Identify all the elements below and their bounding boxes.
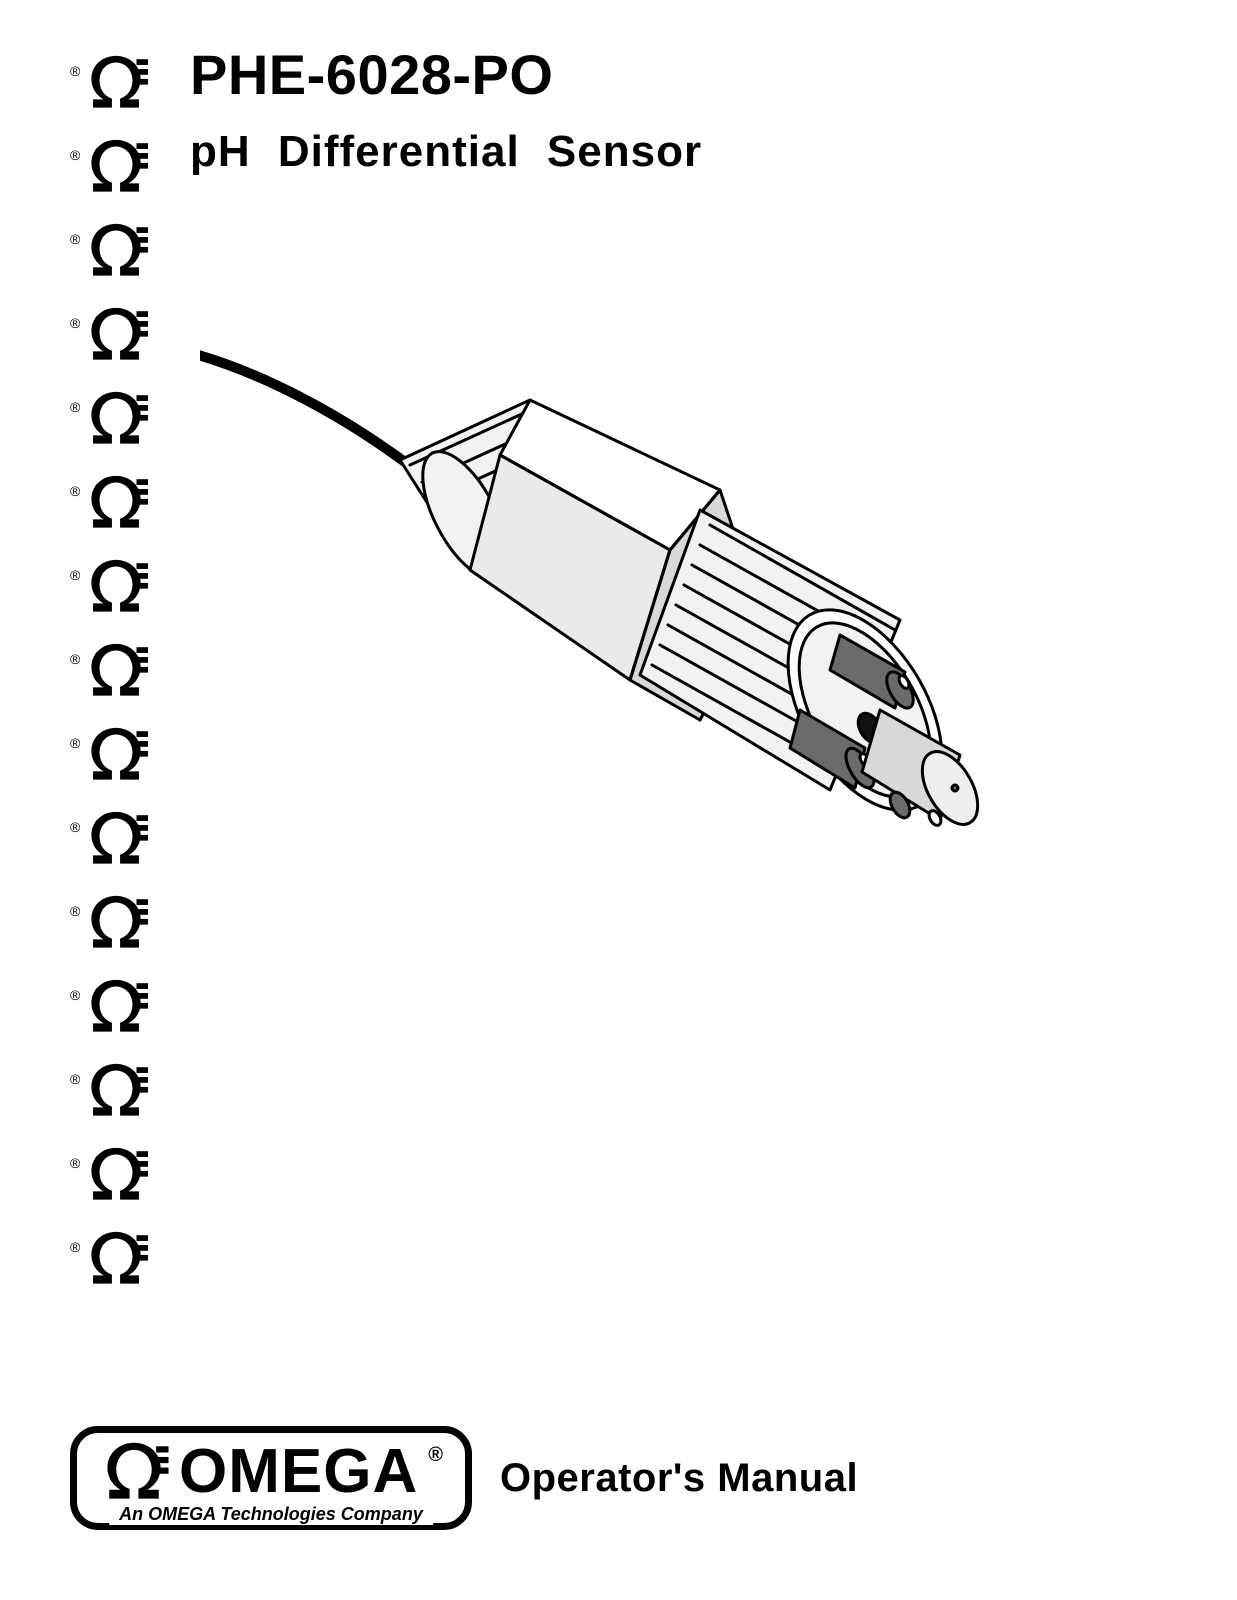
brand-tagline: An OMEGA Technologies Company	[109, 1504, 433, 1525]
footer: OMEGA ® An OMEGA Technologies Company Op…	[70, 1426, 858, 1530]
omega-logo-item: ®	[70, 1048, 180, 1120]
omega-icon	[84, 390, 148, 448]
omega-icon	[84, 642, 148, 700]
omega-logo-item: ®	[70, 292, 180, 364]
registered-mark: ®	[70, 736, 80, 750]
omega-icon	[99, 1441, 169, 1503]
omega-icon	[84, 54, 148, 112]
product-subtitle: pH Differential Sensor	[190, 127, 702, 177]
omega-icon	[84, 726, 148, 784]
registered-mark: ®	[70, 64, 80, 78]
omega-icon	[84, 222, 148, 280]
omega-logo-column: ® ® ® ® ® ® ®	[70, 40, 180, 1300]
omega-icon	[84, 978, 148, 1036]
omega-logo-item: ®	[70, 964, 180, 1036]
omega-icon	[84, 558, 148, 616]
registered-mark: ®	[70, 148, 80, 162]
registered-mark: ®	[70, 988, 80, 1002]
registered-mark: ®	[70, 652, 80, 666]
omega-icon	[84, 1230, 148, 1288]
registered-mark: ®	[70, 568, 80, 582]
registered-mark: ®	[70, 316, 80, 330]
omega-logo-item: ®	[70, 40, 180, 112]
sensor-illustration	[200, 310, 1020, 950]
omega-logo-item: ®	[70, 460, 180, 532]
omega-icon	[84, 1146, 148, 1204]
registered-mark: ®	[70, 400, 80, 414]
registered-mark: ®	[70, 232, 80, 246]
registered-mark: ®	[70, 904, 80, 918]
omega-logo-item: ®	[70, 796, 180, 868]
omega-logo-item: ®	[70, 880, 180, 952]
registered-mark: ®	[70, 484, 80, 498]
brand-name: OMEGA	[179, 1441, 418, 1503]
omega-logo-item: ®	[70, 1132, 180, 1204]
registered-mark: ®	[70, 1240, 80, 1254]
omega-logo-item: ®	[70, 544, 180, 616]
registered-mark: ®	[70, 1072, 80, 1086]
omega-logo-item: ®	[70, 208, 180, 280]
omega-logo-item: ®	[70, 1216, 180, 1288]
omega-icon	[84, 1062, 148, 1120]
registered-mark: ®	[70, 1156, 80, 1170]
omega-logo-item: ®	[70, 376, 180, 448]
model-number: PHE-6028-PO	[190, 42, 702, 107]
registered-mark: ®	[428, 1445, 443, 1465]
omega-icon	[84, 810, 148, 868]
registered-mark: ®	[70, 820, 80, 834]
brand-frame: OMEGA ® An OMEGA Technologies Company	[70, 1426, 472, 1530]
omega-icon	[84, 306, 148, 364]
omega-icon	[84, 894, 148, 952]
omega-logo-item: ®	[70, 628, 180, 700]
omega-icon	[84, 138, 148, 196]
omega-logo-item: ®	[70, 712, 180, 784]
omega-icon	[84, 474, 148, 532]
document-type: Operator's Manual	[500, 1456, 858, 1501]
manual-cover-page: ® ® ® ® ® ® ®	[0, 0, 1237, 1600]
omega-logo-item: ®	[70, 124, 180, 196]
title-block: PHE-6028-PO pH Differential Sensor	[190, 42, 702, 177]
